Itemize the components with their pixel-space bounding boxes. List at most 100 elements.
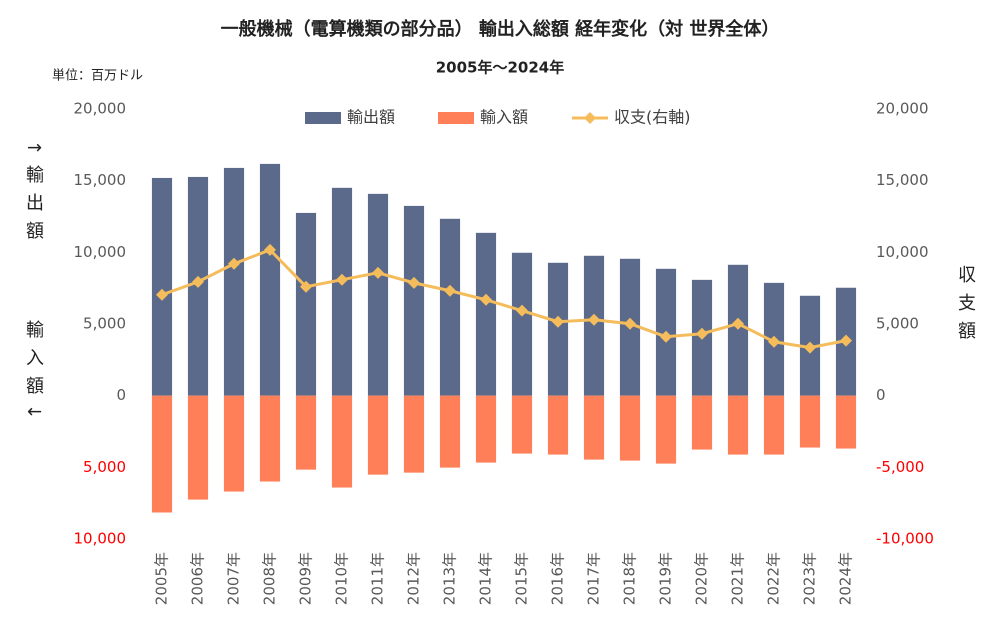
bar [727,395,749,455]
x-tick-label: 2013年 [441,552,459,605]
marker [840,334,852,347]
x-tick-label: 2019年 [657,552,675,605]
marker [696,327,708,340]
x-tick-label: 2016年 [549,552,567,605]
bar [511,395,533,454]
bar [187,395,209,500]
bar [295,395,317,470]
y2-tick-label: -5,000 [876,458,924,476]
legend-label: 収支(右軸) [614,108,691,127]
marker [156,288,168,301]
x-tick-label: 2017年 [585,552,603,605]
bar [619,395,641,461]
bar [259,395,281,482]
line [161,248,847,350]
y2-tick-label: -10,000 [876,530,934,548]
y-tick-label: 5,000 [83,458,126,476]
bar [331,395,353,488]
bar [403,395,425,473]
marker [660,330,672,343]
bar [439,218,461,396]
y-tick-label: 10,000 [74,530,127,548]
bar [511,252,533,396]
y-tick-label: 0 [116,386,126,404]
y2-axis-label: 収支額 [955,265,976,349]
chart-title: 一般機械（電算機類の部分品） 輸出入総額 経年変化（対 世界全体） [221,18,780,40]
bar [655,395,677,464]
marker [624,317,636,330]
bar [367,395,389,475]
bar [727,264,749,396]
marker [516,304,528,317]
x-tick-label: 2022年 [765,552,783,605]
legend-label: 輸入額 [480,108,528,127]
y2-tick-label: 20,000 [876,100,929,118]
y-tick-label: 15,000 [74,171,127,189]
x-tick-label: 2007年 [225,552,243,605]
bar [835,395,857,449]
marker [768,335,780,348]
y-tick-label: 10,000 [74,243,127,261]
bar [367,193,389,396]
y2-tick-label: 0 [876,386,886,404]
x-tick-label: 2010年 [333,552,351,605]
bar [295,212,317,396]
bar [403,205,425,396]
marker [264,243,276,256]
bar [583,395,605,460]
marker [552,315,564,328]
marker [192,275,204,288]
bar [439,395,461,468]
bar [223,395,245,492]
legend-swatch [438,112,474,124]
marker [336,273,348,286]
chart-subtitle: 2005年～2024年 [436,59,565,77]
marker [228,257,240,270]
x-tick-label: 2024年 [837,552,855,605]
x-tick-label: 2021年 [729,552,747,605]
bar [547,262,569,396]
x-tick-label: 2018年 [621,552,639,605]
y2-tick-label: 15,000 [876,171,929,189]
marker [804,341,816,354]
bar [259,163,281,396]
marker [480,293,492,306]
y-axis-label-top: ↑輸出額 [23,140,44,249]
y-axis-label-bottom: 輸入額↓ [23,320,44,429]
bar [223,167,245,396]
y-tick-label: 5,000 [83,315,126,333]
bar [691,395,713,450]
x-tick-label: 2005年 [153,552,171,605]
bar [763,395,785,455]
legend-label: 輸出額 [347,108,395,127]
x-tick-label: 2008年 [261,552,279,605]
marker [588,313,600,326]
bar [331,187,353,396]
x-tick-label: 2014年 [477,552,495,605]
x-tick-label: 2020年 [693,552,711,605]
bar [583,255,605,396]
unit-label: 単位：百万ドル [52,68,143,84]
x-tick-label: 2012年 [405,552,423,605]
bar [151,395,173,513]
bar [151,177,173,396]
bar [799,395,821,448]
bar [475,395,497,463]
marker [408,276,420,289]
marker [300,280,312,293]
bar [547,395,569,455]
marker [372,266,384,279]
bar [475,232,497,396]
legend-swatch [305,112,341,124]
y2-tick-label: 10,000 [876,243,929,261]
x-tick-label: 2009年 [297,552,315,605]
y-tick-label: 20,000 [74,100,127,118]
x-tick-label: 2011年 [369,552,387,605]
y2-tick-label: 5,000 [876,315,919,333]
x-tick-label: 2006年 [189,552,207,605]
legend-swatch [584,112,596,124]
marker [732,317,744,330]
marker [444,284,456,297]
x-tick-label: 2015年 [513,552,531,605]
